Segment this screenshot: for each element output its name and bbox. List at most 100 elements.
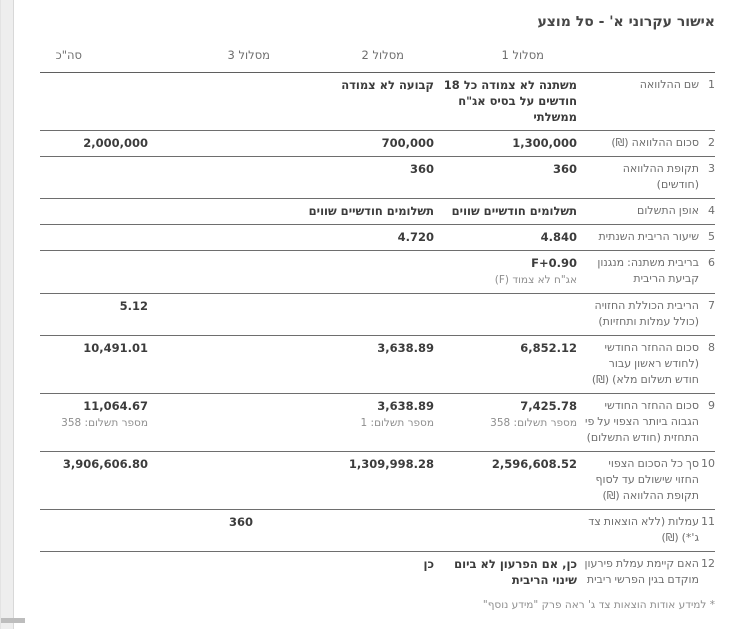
cell-track3 — [148, 157, 291, 199]
cell-total: 2,000,000 — [83, 136, 148, 150]
column-header-track3: מסלול 3 — [148, 44, 291, 73]
column-header-label — [577, 44, 715, 73]
row-label: הריבית הכוללת החזויה (כולל עמלות ותחזיות… — [594, 299, 699, 328]
table-row: 9 סכום ההחזר החודשי הגבוה ביותר הצפוי על… — [40, 394, 715, 452]
cell-total: 3,906,606.80 — [62, 457, 148, 471]
row-label: סכום ההלוואה (₪) — [611, 136, 699, 149]
table-row: 4 אופן התשלום תשלומים חודשיים שווים תשלו… — [40, 199, 715, 225]
approval-table: מסלול 1 מסלול 2 מסלול 3 סה"כ 1 שם ההלווא… — [40, 44, 715, 593]
row-label: תקופת ההלוואה (חודשים) — [622, 162, 699, 191]
table-row: 3 תקופת ההלוואה (חודשים) 360 360 — [40, 157, 715, 199]
cell-track2 — [291, 510, 434, 552]
row-number: 9 — [708, 399, 715, 412]
cell-total — [40, 199, 148, 225]
cell-track2-sub: מספר תשלום: 1 — [360, 417, 434, 429]
cell-track1: משתנה לא צמודה כל 18 חודשים על בסיס אג"ח… — [443, 78, 577, 124]
cell-track1: 360 — [552, 162, 577, 176]
cell-track2: 360 — [409, 162, 434, 176]
row-label: בריבית משתנה: מנגנון קביעת הריבית — [597, 256, 699, 285]
row-label: סכום ההחזר החודשי (לחודש ראשון עבור חודש… — [591, 341, 699, 386]
table-row: 11 עמלות (ללא הוצאות צד ג'*) (₪) 360 — [40, 510, 715, 552]
row-label: שיעור הריבית השנתית — [598, 230, 699, 243]
cell-track1-sub: אג"ח לא צמוד (F) — [494, 274, 577, 286]
cell-total — [40, 251, 148, 294]
cell-total — [40, 225, 148, 251]
cell-track2: תשלומים חודשיים שווים — [308, 204, 434, 218]
column-header-track1: מסלול 1 — [434, 44, 577, 73]
cell-track3 — [148, 73, 291, 131]
cell-track1-sub: מספר תשלום: 358 — [490, 417, 577, 429]
cell-track1: 7,425.78 מספר תשלום: 358 — [434, 394, 577, 452]
cell-total — [40, 73, 148, 131]
row-label: סך כל הסכום הצפוי החזוי שישולם עד לסוף ת… — [595, 457, 699, 502]
cell-track2: 1,309,998.28 — [348, 457, 434, 471]
row-number: 8 — [708, 341, 715, 354]
cell-track3 — [148, 225, 291, 251]
cell-track3 — [148, 199, 291, 225]
row-number: 5 — [708, 230, 715, 243]
table-row: 7 הריבית הכוללת החזויה (כולל עמלות ותחזי… — [40, 294, 715, 336]
row-label: האם קיימת עמלת פירעון מוקדם בגין הפרשי ר… — [584, 557, 699, 586]
approval-page: אישור עקרוני א' - סל מוצע מסלול 1 מסלול … — [14, 0, 740, 629]
cell-track3 — [148, 131, 291, 157]
horizontal-scrollbar-thumb[interactable] — [1, 618, 25, 623]
table-row: 6 בריבית משתנה: מנגנון קביעת הריבית F+0.… — [40, 251, 715, 294]
cell-total — [40, 510, 148, 552]
row-number: 6 — [708, 256, 715, 269]
row-number: 2 — [708, 136, 715, 149]
cell-track3 — [148, 251, 291, 294]
cell-track2: קבועה לא צמודה — [341, 78, 434, 92]
cell-track1: כן, אם הפרעון לא ביום שינוי הריבית — [454, 557, 577, 587]
cell-track3: 360 — [228, 515, 253, 529]
cell-track3 — [148, 394, 291, 452]
table-row: 10 סך כל הסכום הצפוי החזוי שישולם עד לסו… — [40, 452, 715, 510]
table-row: 5 שיעור הריבית השנתית 4.840 4.720 — [40, 225, 715, 251]
row-number: 4 — [708, 204, 715, 217]
cell-total-sub: מספר תשלום: 358 — [61, 417, 148, 429]
row-number: 10 — [701, 457, 715, 470]
cell-track1 — [434, 510, 577, 552]
cell-track3 — [148, 452, 291, 510]
row-label: סכום ההחזר החודשי הגבוה ביותר הצפוי על פ… — [584, 399, 699, 444]
cell-track1: 6,852.12 — [520, 341, 577, 355]
cell-track2: 3,638.89 — [377, 341, 434, 355]
cell-track1: 1,300,000 — [512, 136, 577, 150]
column-header-total: סה"כ — [40, 44, 148, 73]
cell-track2: 700,000 — [381, 136, 434, 150]
cell-total — [40, 552, 148, 594]
cell-track2 — [291, 251, 434, 294]
page-title: אישור עקרוני א' - סל מוצע — [537, 14, 715, 30]
cell-track2 — [291, 294, 434, 336]
cell-track3 — [148, 552, 291, 594]
cell-track1: F+0.90 אג"ח לא צמוד (F) — [434, 251, 577, 294]
table-row: 8 סכום ההחזר החודשי (לחודש ראשון עבור חו… — [40, 336, 715, 394]
row-number: 3 — [708, 162, 715, 175]
cell-track2: 4.720 — [397, 230, 434, 244]
table-row: 12 האם קיימת עמלת פירעון מוקדם בגין הפרש… — [40, 552, 715, 594]
column-header-track2: מסלול 2 — [291, 44, 434, 73]
cell-track2: כן — [423, 557, 434, 571]
row-number: 1 — [708, 78, 715, 91]
cell-total: 5.12 — [119, 299, 148, 313]
footnote: * למידע אודות הוצאות צד ג' ראה פרק "מידע… — [482, 599, 715, 611]
cell-track1: תשלומים חודשיים שווים — [451, 204, 577, 218]
table-row: 1 שם ההלוואה משתנה לא צמודה כל 18 חודשים… — [40, 73, 715, 131]
cell-track3 — [148, 336, 291, 394]
cell-total: 11,064.67 מספר תשלום: 358 — [40, 394, 148, 452]
row-number: 11 — [701, 515, 715, 528]
cell-total: 10,491.01 — [83, 341, 148, 355]
cell-track3 — [148, 294, 291, 336]
row-number: 7 — [708, 299, 715, 312]
header-row: מסלול 1 מסלול 2 מסלול 3 סה"כ — [40, 44, 715, 73]
cell-track2: 3,638.89 מספר תשלום: 1 — [291, 394, 434, 452]
row-label: עמלות (ללא הוצאות צד ג'*) (₪) — [588, 515, 699, 544]
row-label: שם ההלוואה — [639, 78, 699, 91]
row-number: 12 — [701, 557, 715, 570]
cell-track1 — [434, 294, 577, 336]
row-label: אופן התשלום — [637, 204, 699, 217]
table-row: 2 סכום ההלוואה (₪) 1,300,000 700,000 2,0… — [40, 131, 715, 157]
cell-track1: 2,596,608.52 — [491, 457, 577, 471]
left-panel-edge — [0, 0, 25, 629]
cell-total — [40, 157, 148, 199]
cell-track1: 4.840 — [540, 230, 577, 244]
